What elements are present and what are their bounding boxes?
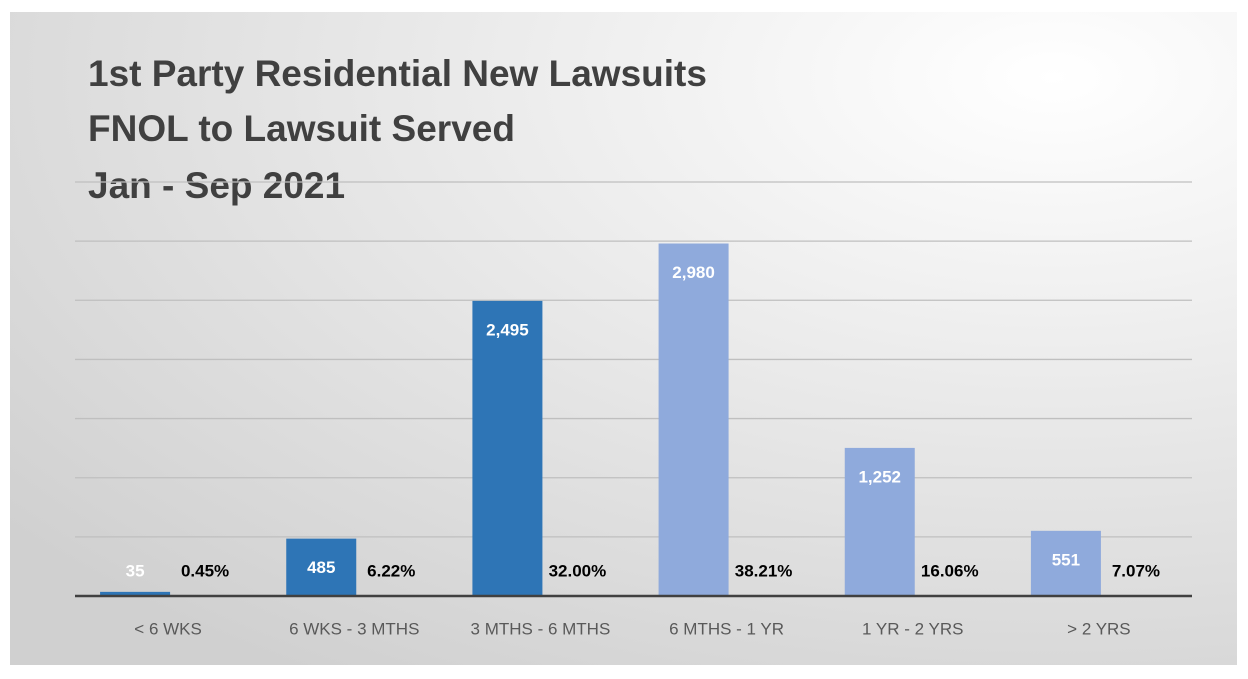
chart-title: Jan - Sep 2021 <box>88 165 345 206</box>
bar <box>472 300 543 596</box>
value-label: 1,252 <box>858 467 901 486</box>
chart-title: 1st Party Residential New Lawsuits <box>88 53 707 94</box>
bar <box>1030 530 1101 596</box>
value-label: 7.07% <box>1112 561 1160 580</box>
value-label: 551 <box>1052 550 1080 569</box>
value-label: 6.22% <box>367 561 415 580</box>
x-tick-label: > 2 YRS <box>1067 619 1130 638</box>
x-tick-label: 6 WKS - 3 MTHS <box>289 619 419 638</box>
x-tick-label: < 6 WKS <box>134 619 202 638</box>
x-tick-label: 6 MTHS - 1 YR <box>669 619 784 638</box>
value-label: 16.06% <box>921 561 979 580</box>
x-tick-label: 3 MTHS - 6 MTHS <box>471 619 611 638</box>
value-label: 2,980 <box>672 263 715 282</box>
value-label: 38.21% <box>735 561 793 580</box>
x-tick-label: 1 YR - 2 YRS <box>862 619 963 638</box>
value-label: 485 <box>307 558 335 577</box>
chart-title: FNOL to Lawsuit Served <box>88 108 515 149</box>
value-label: 35 <box>126 561 145 580</box>
value-label: 32.00% <box>549 561 607 580</box>
value-label: 0.45% <box>181 561 229 580</box>
bar <box>658 243 729 596</box>
bar <box>100 591 171 596</box>
bar <box>844 447 915 596</box>
bar <box>286 538 357 596</box>
value-label: 2,495 <box>486 320 529 339</box>
